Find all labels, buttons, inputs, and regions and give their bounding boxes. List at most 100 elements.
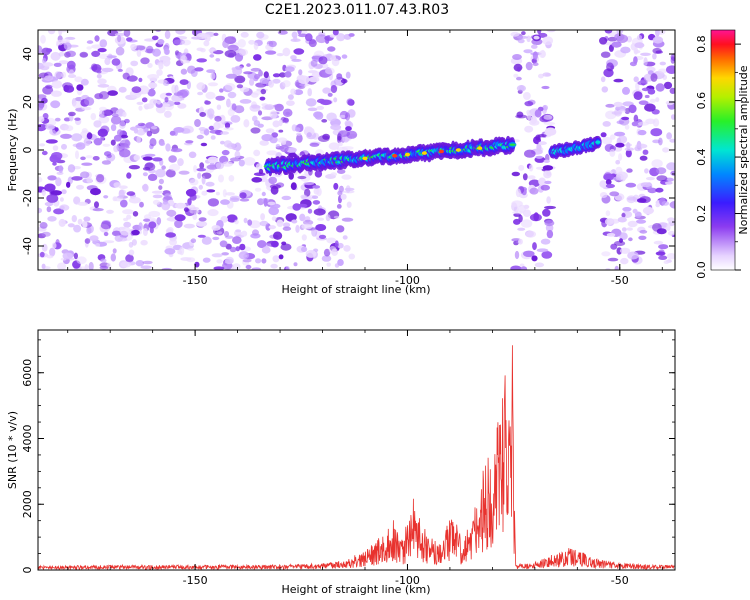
noise-speckle: [84, 97, 95, 106]
noise-speckle: [272, 78, 281, 84]
noise-speckle: [122, 72, 130, 80]
noise-speckle: [207, 209, 219, 217]
noise-speckle: [158, 178, 164, 185]
noise-speckle: [643, 57, 648, 67]
noise-speckle: [526, 111, 532, 121]
noise-speckle: [185, 140, 194, 144]
noise-speckle: [278, 129, 284, 133]
noise-speckle: [635, 143, 648, 149]
noise-speckle: [655, 97, 660, 103]
noise-speckle: [47, 175, 57, 181]
noise-speckle: [196, 58, 207, 63]
noise-speckle: [330, 124, 342, 131]
noise-speckle: [75, 142, 86, 150]
noise-speckle: [605, 179, 612, 185]
noise-speckle: [165, 143, 171, 152]
noise-speckle: [659, 61, 666, 66]
noise-speckle: [92, 156, 100, 161]
noise-speckle: [38, 116, 45, 123]
y-tick-label: 40: [21, 47, 34, 61]
noise-speckle: [665, 100, 675, 106]
signal-peak: [404, 152, 411, 157]
noise-speckle: [41, 150, 48, 156]
noise-speckle: [252, 115, 258, 122]
noise-speckle: [71, 176, 83, 181]
noise-speckle: [106, 154, 112, 159]
noise-speckle: [615, 159, 621, 165]
noise-speckle: [259, 140, 270, 146]
noise-speckle: [120, 261, 132, 268]
noise-speckle: [97, 78, 107, 85]
noise-speckle: [625, 149, 632, 158]
noise-speckle: [257, 110, 263, 116]
noise-speckle: [118, 86, 127, 93]
noise-speckle: [216, 259, 223, 264]
noise-speckle: [297, 30, 302, 35]
noise-speckle: [614, 131, 626, 137]
noise-speckle: [250, 127, 261, 134]
noise-speckle: [226, 98, 231, 108]
noise-speckle: [321, 119, 328, 123]
y-tick-label: -20: [21, 189, 34, 207]
noise-speckle: [220, 131, 230, 135]
noise-speckle: [99, 265, 109, 270]
noise-speckle: [325, 214, 331, 222]
noise-speckle: [321, 63, 329, 69]
noise-speckle: [605, 183, 616, 189]
noise-speckle: [318, 56, 328, 65]
noise-speckle: [525, 230, 537, 238]
noise-speckle: [642, 206, 655, 215]
noise-speckle: [207, 82, 219, 87]
noise-speckle: [46, 206, 52, 213]
signal-peak: [392, 154, 398, 158]
noise-speckle: [621, 212, 626, 218]
noise-speckle: [214, 115, 222, 122]
noise-speckle: [147, 88, 156, 97]
noise-speckle: [54, 127, 59, 132]
noise-speckle: [541, 85, 550, 90]
noise-speckle: [303, 127, 315, 137]
noise-speckle: [656, 228, 667, 235]
noise-speckle: [636, 34, 643, 41]
noise-speckle: [165, 232, 177, 238]
noise-speckle: [263, 71, 269, 79]
noise-speckle: [187, 247, 195, 251]
heatmap-x-axis-label: Height of straight line (km): [281, 283, 430, 296]
noise-speckle: [269, 110, 278, 119]
noise-speckle: [666, 223, 671, 232]
noise-speckle: [261, 191, 266, 197]
noise-speckle: [604, 218, 614, 226]
noise-speckle: [538, 141, 547, 146]
noise-speckle: [74, 76, 83, 83]
noise-speckle: [81, 106, 92, 111]
noise-speckle: [282, 226, 292, 231]
noise-speckle: [532, 242, 537, 251]
noise-speckle: [39, 222, 48, 229]
noise-speckle: [38, 104, 44, 111]
noise-speckle: [328, 142, 340, 150]
noise-speckle: [207, 156, 219, 164]
x-tick-label: -100: [395, 274, 420, 287]
noise-speckle: [517, 35, 528, 40]
colorbar-tick-label: 0.0: [695, 261, 708, 279]
noise-speckle: [601, 251, 611, 257]
noise-speckle: [618, 153, 623, 161]
noise-speckle: [156, 100, 161, 105]
noise-speckle: [51, 80, 63, 89]
noise-speckle: [147, 63, 153, 68]
noise-speckle: [60, 205, 65, 210]
noise-speckle: [326, 112, 337, 122]
noise-speckle: [219, 240, 228, 248]
noise-speckle: [96, 174, 105, 183]
noise-speckle: [117, 129, 123, 137]
noise-speckle: [653, 240, 664, 245]
noise-speckle: [291, 58, 302, 62]
noise-speckle: [191, 36, 202, 40]
noise-speckle: [238, 48, 249, 56]
noise-speckle: [213, 32, 219, 37]
noise-speckle: [301, 246, 308, 253]
y-tick-label: 20: [21, 95, 34, 109]
noise-speckle: [276, 219, 284, 227]
noise-speckle: [222, 40, 229, 49]
noise-speckle: [620, 46, 631, 54]
